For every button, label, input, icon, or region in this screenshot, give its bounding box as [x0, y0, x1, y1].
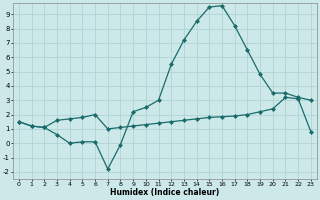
X-axis label: Humidex (Indice chaleur): Humidex (Indice chaleur)	[110, 188, 220, 197]
